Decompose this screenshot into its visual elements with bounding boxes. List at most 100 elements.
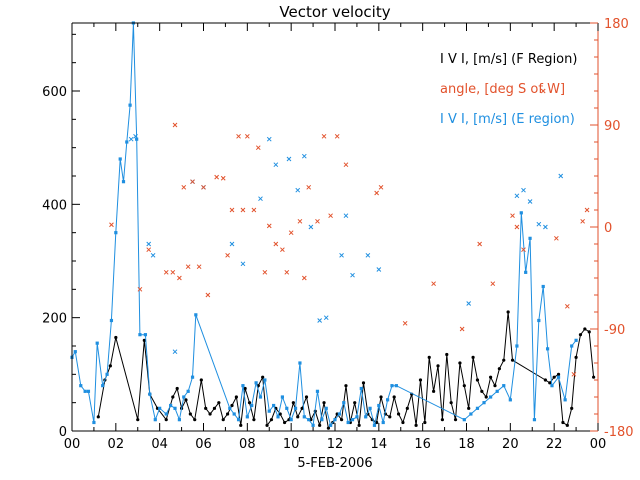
e-region-point [236, 418, 241, 422]
angle-point [266, 223, 272, 229]
angle-point [402, 320, 408, 326]
f-region-point [239, 423, 243, 427]
f-region-point [493, 384, 497, 388]
f-region-point [502, 358, 506, 362]
angle-point [297, 218, 303, 224]
f-region-point [282, 420, 287, 425]
e-region-point [272, 403, 276, 408]
angle-point [190, 179, 195, 185]
angle-point [288, 230, 294, 236]
e-region-scatter-point [543, 224, 548, 230]
e-region-scatter-point [323, 315, 329, 321]
e-region-point [169, 403, 173, 408]
f-region-point [578, 333, 583, 337]
angle-point [490, 281, 496, 287]
e-region-point [368, 406, 372, 410]
e-region-scatter-point [295, 187, 301, 193]
f-region-point [587, 330, 591, 334]
e-region-scatter-point [308, 224, 314, 230]
e-region-point [95, 341, 99, 345]
f-region-point [208, 412, 212, 416]
x-tick-label: 04 [151, 437, 168, 452]
f-region-point [405, 406, 409, 410]
f-region-point [484, 395, 488, 399]
f-region-point [510, 358, 515, 362]
e-region-point [320, 418, 324, 422]
angle-point [301, 275, 307, 281]
f-region-point [252, 418, 256, 422]
e-region-scatter-point [350, 272, 355, 278]
y-left-tick-label: 400 [42, 198, 67, 213]
e-region-scatter-point [376, 267, 382, 272]
angle-point [236, 133, 241, 139]
angle-point [229, 207, 235, 213]
f-region-point [375, 420, 379, 425]
f-region-point [543, 378, 548, 382]
legend: I V I, [m/s] (F Region) angle, [deg S of … [440, 52, 577, 127]
e-region-point [519, 211, 523, 215]
angle-point [514, 224, 520, 230]
f-region-point [440, 418, 444, 422]
e-region-point [307, 418, 311, 422]
y-left-tick-label: 0 [59, 425, 67, 440]
f-region-point [497, 367, 501, 371]
e-region-scatter-point [365, 252, 371, 258]
f-region-point [401, 420, 405, 425]
f-region-point [108, 364, 112, 368]
e-region-point [109, 318, 114, 323]
angle-point [459, 326, 465, 332]
x-tick-label: 18 [458, 437, 475, 452]
e-region-point [289, 418, 293, 422]
x-tick-label: 14 [371, 437, 388, 452]
e-region-scatter-point [258, 196, 263, 202]
angle-point [163, 269, 169, 275]
angle-point [580, 218, 586, 224]
f-region-point [339, 418, 344, 422]
f-region-point [136, 418, 140, 422]
e-region-scatter-point [240, 261, 246, 267]
f-region-point [344, 384, 348, 388]
angle-point [240, 207, 246, 213]
f-region-point [574, 355, 578, 359]
e-region-point [182, 395, 186, 399]
f-region-point [221, 418, 225, 422]
e-region-point [83, 389, 87, 393]
e-region-point [254, 381, 258, 385]
e-region-point [267, 409, 271, 413]
e-region-point [372, 423, 377, 427]
f-region-point [436, 364, 440, 368]
e-region-point [250, 403, 254, 408]
e-region-point [293, 406, 298, 410]
angle-point [185, 264, 191, 270]
f-region-point [453, 418, 458, 422]
angle-point [510, 213, 515, 219]
f-region-point [432, 389, 436, 393]
f-region-point [489, 375, 493, 379]
e-region-point [333, 418, 337, 422]
f-region-point [570, 406, 574, 410]
f-region-point [304, 395, 309, 399]
e-region-point [574, 338, 578, 342]
x-tick-label: 22 [546, 437, 563, 452]
f-region-point [175, 386, 179, 391]
angle-point [137, 286, 143, 292]
angle-point [328, 213, 333, 219]
e-region-point [528, 236, 532, 240]
f-region-point [204, 406, 208, 410]
e-region-point [173, 406, 177, 410]
f-region-point [278, 412, 282, 416]
x-tick-label: 16 [414, 437, 431, 452]
f-region-point [583, 327, 587, 331]
legend-entry: I V I, [m/s] (E region) [440, 112, 575, 127]
e-region-point [381, 420, 385, 425]
e-region-point [355, 415, 359, 419]
angle-point [564, 303, 570, 309]
f-region-point [548, 381, 552, 385]
angle-point [214, 174, 220, 180]
e-region-point [138, 333, 142, 337]
angle-point [172, 122, 178, 128]
e-region-scatter-point [536, 221, 542, 227]
f-region-point [396, 412, 401, 416]
f-region-point [114, 335, 118, 340]
